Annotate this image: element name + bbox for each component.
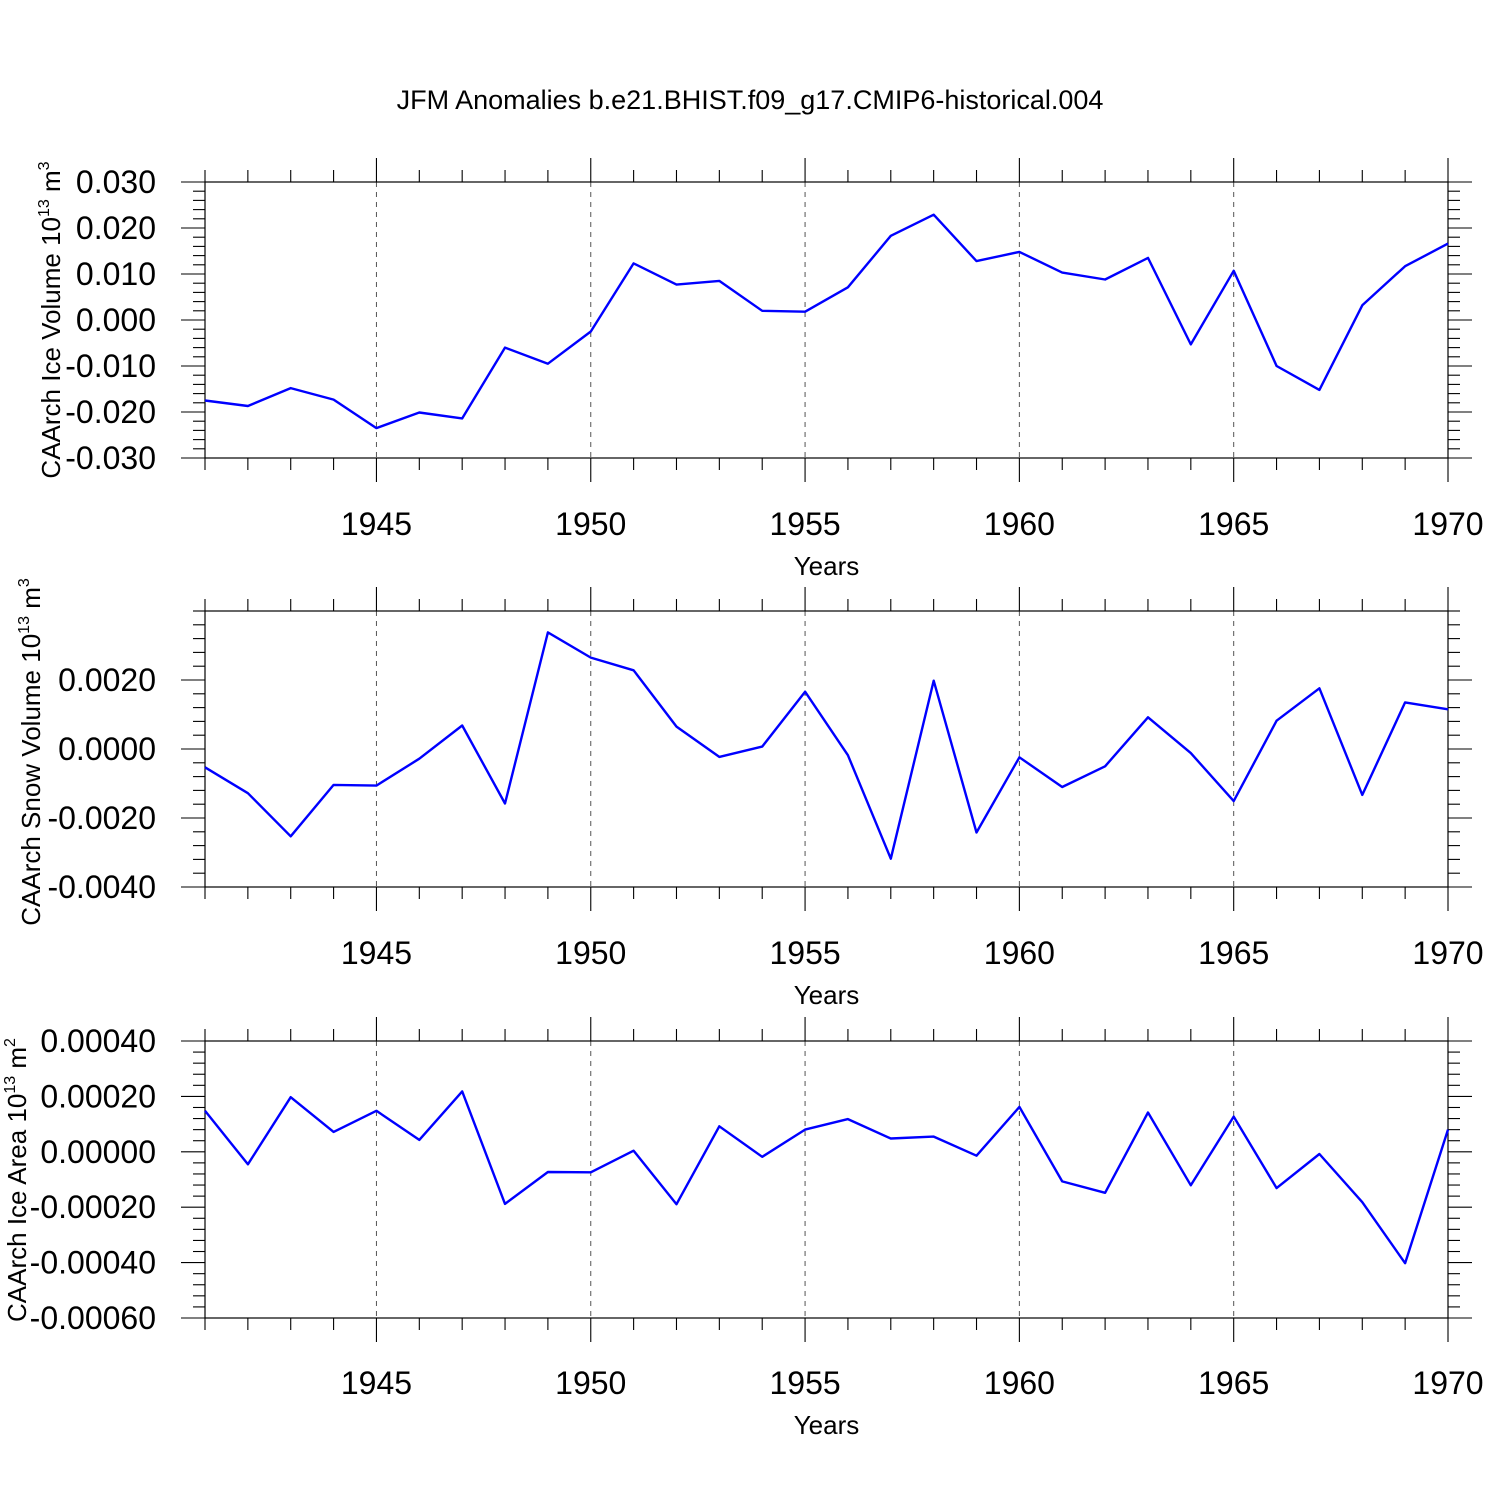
y-axis-label-unit-exponent: 3: [36, 161, 53, 170]
y-tick-label: -0.010: [65, 348, 156, 384]
x-tick-label: 1955: [769, 506, 840, 542]
y-axis-label-exponent: 13: [36, 199, 53, 217]
x-tick-label: 1970: [1412, 506, 1483, 542]
panel-snow-volume: -0.0040 -0.0020 0.0000 0.0020 1945 1950 1955 19…: [16, 578, 1484, 1010]
x-tick-label: 1965: [1198, 935, 1269, 971]
x-axis-label: Years: [794, 551, 860, 581]
series-line: [204, 213, 1449, 430]
x-tick-label: 1945: [341, 506, 412, 542]
chart-title: JFM Anomalies b.e21.BHIST.f09_g17.CMIP6-…: [397, 85, 1104, 115]
panel-ice-area: -0.00060 -0.00040 -0.00020 0.00000 0.00020 0.…: [2, 1017, 1484, 1440]
y-tick-label: 0.0000: [58, 731, 156, 767]
y-tick-label: -0.0040: [47, 869, 156, 905]
y-axis-label-unit-exponent: 3: [16, 578, 33, 587]
y-tick-label: 0.030: [76, 164, 156, 200]
plot-frame: [204, 1040, 1449, 1319]
y-axis-label-unit: m: [16, 587, 46, 616]
y-axis-label-unit: m: [2, 1047, 32, 1076]
series-line: [204, 1090, 1450, 1265]
x-tick-label: 1960: [984, 935, 1055, 971]
y-axis-label-exponent: 13: [2, 1076, 19, 1094]
panel-ice-volume: -0.030 -0.020 -0.010 0.000 0.010 0.020 0.030 19…: [36, 158, 1484, 581]
y-axis-label-unit-exponent: 2: [2, 1038, 19, 1047]
x-tick-label: 1945: [341, 1365, 412, 1401]
y-axis-label-text: CAArch Ice Area 10: [2, 1094, 32, 1322]
y-tick-label: -0.030: [65, 440, 156, 476]
x-tick-label: 1955: [769, 1365, 840, 1401]
x-tick-label: 1960: [984, 1365, 1055, 1401]
x-tick-label: 1955: [769, 935, 840, 971]
x-tick-label: 1950: [555, 935, 626, 971]
y-axis-label-unit: m: [36, 170, 66, 199]
x-axis-label: Years: [794, 980, 860, 1010]
y-tick-label: -0.00060: [30, 1300, 156, 1336]
y-tick-label: -0.00020: [30, 1189, 156, 1225]
x-tick-label: 1950: [555, 1365, 626, 1401]
x-tick-label: 1950: [555, 506, 626, 542]
y-tick-label: 0.020: [76, 210, 156, 246]
plot-frame: [204, 181, 1449, 459]
y-axis-label: CAArch Ice Area 1013 m2: [2, 1038, 32, 1322]
y-tick-label: 0.010: [76, 256, 156, 292]
x-tick-label: 1965: [1198, 1365, 1269, 1401]
y-axis-label-text: CAArch Ice Volume 10: [36, 217, 66, 479]
y-tick-label: -0.0020: [47, 800, 156, 836]
y-tick-label: 0.00040: [40, 1023, 156, 1059]
y-tick-label: -0.00040: [30, 1245, 156, 1281]
y-tick-label: 0.00000: [40, 1134, 156, 1170]
y-axis-label: CAArch Snow Volume 1013 m3: [16, 578, 46, 926]
y-axis-label: CAArch Ice Volume 1013 m3: [36, 161, 66, 478]
x-tick-label: 1970: [1412, 1365, 1483, 1401]
x-axis-label: Years: [794, 1410, 860, 1440]
x-tick-label: 1945: [341, 935, 412, 971]
y-tick-label: 0.0020: [58, 662, 156, 698]
x-tick-label: 1960: [984, 506, 1055, 542]
x-tick-label: 1970: [1412, 935, 1483, 971]
y-axis-label-exponent: 13: [16, 616, 33, 634]
y-tick-label: -0.020: [65, 394, 156, 430]
y-tick-label: 0.000: [76, 302, 156, 338]
x-tick-label: 1965: [1198, 506, 1269, 542]
y-axis-label-text: CAArch Snow Volume 10: [16, 634, 46, 926]
y-tick-label: 0.00020: [40, 1078, 156, 1114]
series-line: [204, 631, 1449, 860]
